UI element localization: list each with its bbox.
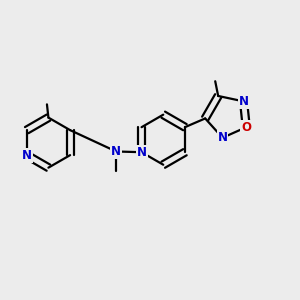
- Text: N: N: [136, 146, 147, 159]
- Text: N: N: [238, 95, 249, 108]
- Text: N: N: [22, 149, 32, 162]
- Text: N: N: [218, 131, 228, 144]
- Text: N: N: [111, 145, 121, 158]
- Text: O: O: [241, 121, 251, 134]
